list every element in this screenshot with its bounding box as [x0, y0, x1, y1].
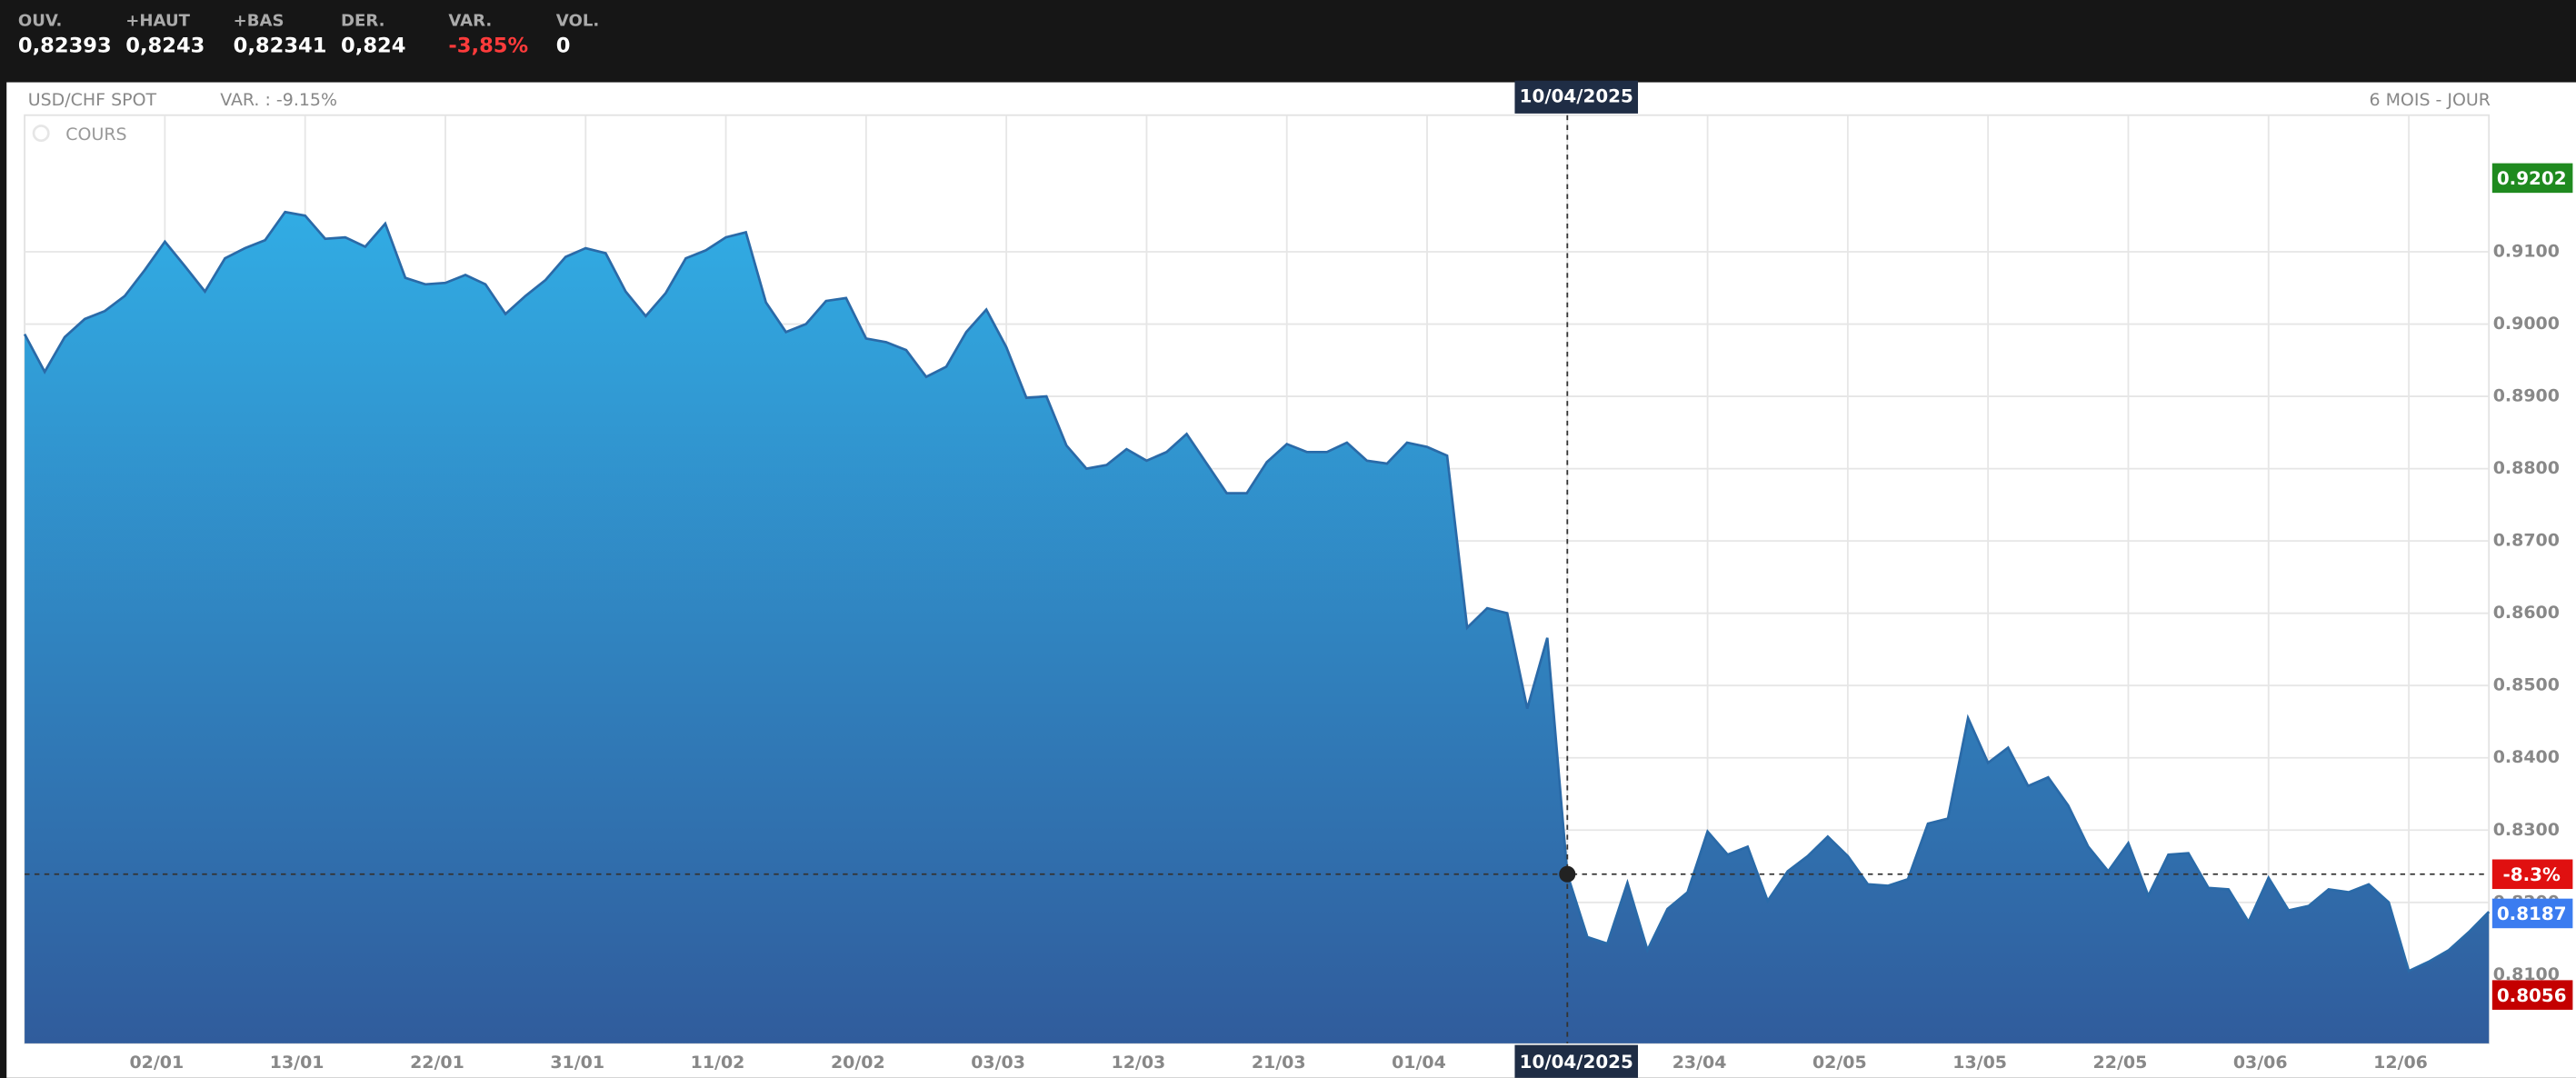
x-tick-label: 20/02 [831, 1053, 885, 1073]
x-tick-label: 11/02 [691, 1053, 745, 1073]
y-tick-label: 0.9000 [2493, 314, 2560, 334]
stat-label: VAR. [448, 12, 492, 31]
crosshair-date-box [1514, 80, 1639, 114]
low-label-box [2491, 980, 2573, 1010]
chart-title: USD/CHF SPOT [28, 90, 157, 110]
stat-label: DER. [341, 12, 384, 31]
line [23, 210, 2491, 973]
area [25, 212, 2490, 1043]
x-tick-label: 13/01 [270, 1053, 324, 1073]
stat-value: -3,85% [448, 34, 528, 57]
stat-label: +HAUT [125, 12, 190, 31]
stat-label: OUV. [18, 12, 63, 31]
x-tick-label: 22/01 [410, 1053, 464, 1073]
y-tick-label: 0.8700 [2493, 531, 2560, 551]
legend-marker [32, 125, 50, 143]
x-tick-label: 22/05 [2093, 1053, 2148, 1073]
legend-label: COURS [65, 125, 126, 145]
overlay: 10/04/2025 10/04/2025 0.9202 0.8187 -8.3% 0.8… [25, 80, 2573, 1078]
x-tick-label: 03/06 [2233, 1053, 2288, 1073]
stat-label: VOL. [556, 12, 599, 31]
last-label: 0.8187 [2497, 903, 2567, 924]
y-tick-label: 0.8900 [2493, 386, 2560, 406]
stat-value: 0,8243 [125, 34, 205, 57]
plot [23, 210, 2491, 1043]
y-tick-label: 0.8400 [2493, 747, 2560, 767]
low-label: 0.8056 [2497, 985, 2567, 1006]
stat-value: 0,82393 [18, 34, 112, 57]
y-tick-label: 0.8500 [2493, 675, 2560, 695]
x-tick-label: 02/01 [129, 1053, 184, 1073]
x-tick-label: 23/04 [1672, 1053, 1727, 1073]
x-tick-label: 12/03 [1112, 1053, 1166, 1073]
stat-label: +BAS [234, 12, 285, 31]
x-tick-label: 13/05 [1952, 1053, 2007, 1073]
x-tick-label: 31/01 [550, 1053, 604, 1073]
crosshair-change: -8.3% [2503, 864, 2561, 885]
crosshair-date-box [1514, 1044, 1639, 1078]
header-bar [0, 0, 2576, 75]
x-tick-label: 21/03 [1252, 1053, 1306, 1073]
x-tick-label: 10/04/2025 [1520, 1052, 1633, 1073]
x-tick-label: 02/05 [1812, 1053, 1867, 1073]
stat-value: 0,824 [341, 34, 405, 57]
x-tick-label: 03/03 [971, 1053, 1025, 1073]
crosshair-date: 10/04/2025 [1520, 85, 1633, 106]
period-label: 6 MOIS - JOUR [2369, 90, 2491, 110]
high-label-box [2491, 163, 2573, 194]
last-label-box [2491, 898, 2573, 929]
y-tick-label: 0.8800 [2493, 458, 2560, 478]
high-label: 0.9202 [2497, 168, 2567, 189]
stat-value: 0 [556, 34, 571, 57]
x-tick-label: 12/06 [2373, 1053, 2428, 1073]
y-tick-label: 0.9100 [2493, 242, 2560, 262]
chart-subtitle: VAR. : -9.15% [220, 90, 337, 110]
stat-value: 0,82341 [234, 34, 327, 57]
crosshair-point [1559, 865, 1576, 883]
x-tick-label: 01/04 [1392, 1053, 1446, 1073]
header: OUV. 0,82393 +HAUT 0,8243 +BAS 0,82341 DER. 0,8… [18, 12, 599, 58]
y-tick-label: 0.8600 [2493, 603, 2560, 623]
crosshair-change-box [2491, 859, 2573, 890]
y-tick-label: 0.8300 [2493, 820, 2560, 840]
y-tick-label: 0.8100 [2493, 964, 2560, 984]
